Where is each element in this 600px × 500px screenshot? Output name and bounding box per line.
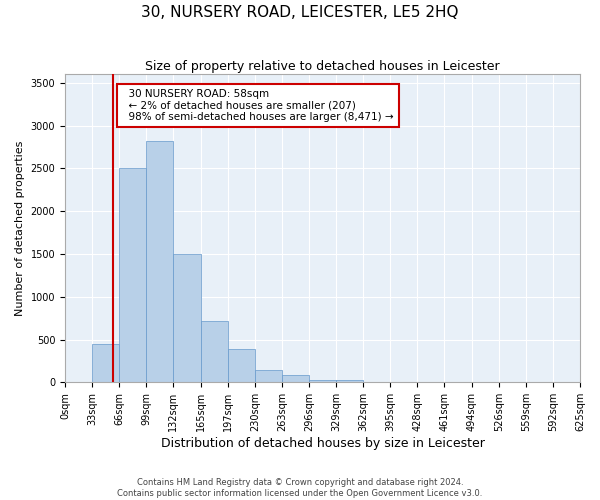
Bar bbox=[282, 376, 309, 382]
Text: 30 NURSERY ROAD: 58sqm
  ← 2% of detached houses are smaller (207)
  98% of semi: 30 NURSERY ROAD: 58sqm ← 2% of detached … bbox=[122, 88, 394, 122]
Bar bbox=[173, 254, 200, 382]
Title: Size of property relative to detached houses in Leicester: Size of property relative to detached ho… bbox=[145, 60, 500, 73]
Text: 30, NURSERY ROAD, LEICESTER, LE5 2HQ: 30, NURSERY ROAD, LEICESTER, LE5 2HQ bbox=[141, 5, 459, 20]
Bar bbox=[92, 344, 119, 383]
Bar bbox=[227, 349, 255, 382]
Bar bbox=[119, 168, 146, 382]
Bar bbox=[146, 141, 173, 382]
Bar bbox=[200, 320, 227, 382]
Text: Contains HM Land Registry data © Crown copyright and database right 2024.
Contai: Contains HM Land Registry data © Crown c… bbox=[118, 478, 482, 498]
Y-axis label: Number of detached properties: Number of detached properties bbox=[15, 140, 25, 316]
Bar bbox=[336, 380, 363, 382]
X-axis label: Distribution of detached houses by size in Leicester: Distribution of detached houses by size … bbox=[161, 437, 484, 450]
Bar bbox=[309, 380, 336, 382]
Bar bbox=[255, 370, 282, 382]
